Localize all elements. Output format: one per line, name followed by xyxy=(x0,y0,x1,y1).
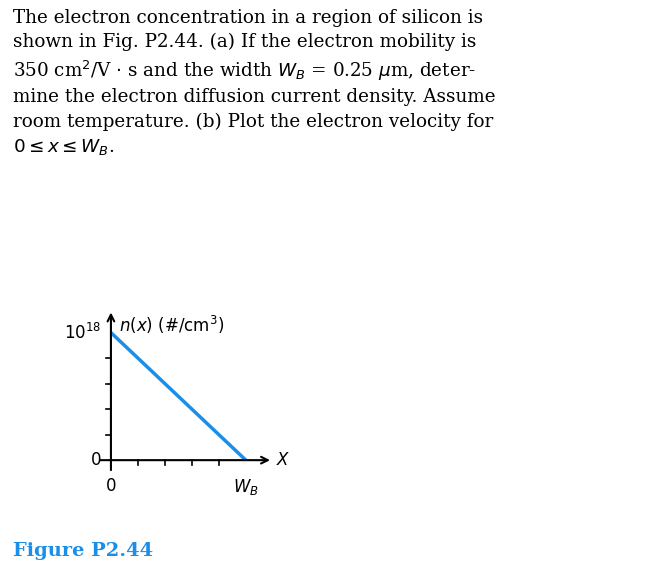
Text: The electron concentration in a region of silicon is
shown in Fig. P2.44. (a) If: The electron concentration in a region o… xyxy=(13,9,496,157)
Text: $W_B$: $W_B$ xyxy=(233,477,259,497)
Text: $0$: $0$ xyxy=(90,451,101,469)
Text: $X$: $X$ xyxy=(276,451,290,469)
Text: $n(x)$ (#/cm$^3$): $n(x)$ (#/cm$^3$) xyxy=(119,313,224,336)
Text: $0$: $0$ xyxy=(106,477,117,495)
Text: $10^{18}$: $10^{18}$ xyxy=(65,323,101,343)
Text: Figure P2.44: Figure P2.44 xyxy=(13,542,154,560)
